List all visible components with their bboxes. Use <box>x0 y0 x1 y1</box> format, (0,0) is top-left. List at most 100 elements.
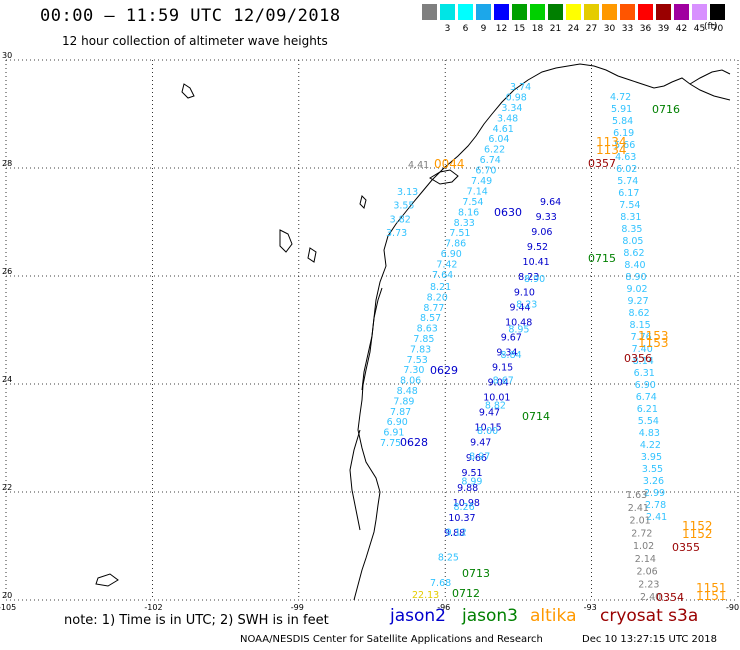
wave-height-label: 8.77 <box>423 303 444 314</box>
wave-height-label: 8.33 <box>454 218 475 229</box>
wave-height-label: 4.22 <box>640 440 661 451</box>
wave-height-label: 9.34 <box>496 347 517 358</box>
wave-height-label: 8.63 <box>417 324 438 335</box>
colorbar-swatch <box>422 4 437 20</box>
generation-timestamp: Dec 10 13:27:15 UTC 2018 <box>582 634 717 645</box>
wave-height-label: 7.68 <box>430 578 451 589</box>
wave-height-label: 3.34 <box>501 103 522 114</box>
colorbar-swatch <box>512 4 527 20</box>
colorbar-swatch <box>584 4 599 20</box>
wave-height-label: 1.63 <box>626 490 647 501</box>
wave-height-label: 7.53 <box>407 355 428 366</box>
pass-time-label: 0716 <box>652 103 680 116</box>
wave-height-label: 8.14 <box>633 356 654 367</box>
wave-height-label: 9.02 <box>626 284 647 295</box>
pass-time-label: 1134 <box>596 143 627 157</box>
wave-height-label: 9.27 <box>627 296 648 307</box>
wave-height-label: 3.55 <box>393 201 414 212</box>
colorbar-unit: (ft) <box>704 22 718 32</box>
wave-height-label: 9.47 <box>479 408 500 419</box>
wave-height-label: 5.54 <box>638 416 659 427</box>
wave-height-label: 7.89 <box>393 396 414 407</box>
wave-height-label: 10.98 <box>453 498 480 509</box>
legend-jason3: jason3 <box>462 606 518 626</box>
inland-lake-2 <box>181 83 195 99</box>
colorbar-tick-label: 6 <box>462 24 469 34</box>
wave-height-label: 9.66 <box>466 453 487 464</box>
wave-height-label: 6.02 <box>616 164 637 175</box>
wave-height-label: 2.41 <box>646 512 667 523</box>
colorbar-tick-label: 12 <box>495 24 508 34</box>
pass-time-label: 0354 <box>656 591 684 604</box>
longitude-label: -96 <box>437 603 450 612</box>
island-shape <box>95 573 119 587</box>
wave-height-label: 2.06 <box>637 567 658 578</box>
wave-height-label: 7.86 <box>445 239 466 250</box>
wave-height-label: 0.98 <box>506 92 527 103</box>
wave-height-label: 5.84 <box>612 116 633 127</box>
wave-height-label: 8.25 <box>438 553 459 564</box>
colorbar-tick-label: 70 <box>711 24 724 34</box>
wave-height-label: 2.23 <box>638 579 659 590</box>
wave-height-label: 7.14 <box>467 186 488 197</box>
map-subtitle: 12 hour collection of altimeter wave hei… <box>62 34 328 48</box>
wave-height-label: 8.40 <box>624 260 645 271</box>
wave-height-label: 1.02 <box>633 541 654 552</box>
latitude-label: 24 <box>2 375 12 384</box>
wave-height-label: 9.47 <box>470 438 491 449</box>
wave-height-label: 6.19 <box>613 128 634 139</box>
wave-height-label: 5.74 <box>617 176 638 187</box>
wave-height-label: 10.37 <box>448 513 475 524</box>
wave-height-label: 22.13 <box>412 590 439 601</box>
satellite-tracks: 4.41 3.13 3.55 3.82 3.73 8.218.208.778.578.63… <box>380 82 667 603</box>
wave-height-label: 8.00 <box>477 426 498 437</box>
wave-height-label: 3.55 <box>642 464 663 475</box>
pass-time-label: 1153 <box>638 336 669 350</box>
wave-height-label: 9.10 <box>514 287 535 298</box>
wave-height-label: 5.91 <box>611 104 632 115</box>
colorbar-swatch <box>530 4 545 20</box>
wave-height-label: 9.06 <box>531 227 552 238</box>
latitude-label: 26 <box>2 267 12 276</box>
wave-height-label: 7.40 <box>632 344 653 355</box>
pass-time-label: 0355 <box>672 541 700 554</box>
legend-altika: altika <box>530 606 577 626</box>
latitude-label: 22 <box>2 483 12 492</box>
wave-height-label: 8.16 <box>458 207 479 218</box>
pass-time-label: 0712 <box>452 587 480 600</box>
colorbar-tick-label: 45 <box>693 24 706 34</box>
longitude-label: -93 <box>584 603 597 612</box>
latitude-label: 30 <box>2 51 12 60</box>
colorbar-swatch <box>674 4 689 20</box>
wave-height-label: 8.90 <box>625 272 646 283</box>
wave-height-label: 3.95 <box>641 452 662 463</box>
colorbar-swatch <box>458 4 473 20</box>
longitude-label: -102 <box>144 603 162 612</box>
colorbar-swatch <box>638 4 653 20</box>
wave-height-label: 8.31 <box>620 212 641 223</box>
coast-south <box>349 429 361 531</box>
wave-height-label: 7.42 <box>436 260 457 271</box>
wave-height-label: 8.99 <box>461 477 482 488</box>
wave-height-label: 8.84 <box>501 350 522 361</box>
pass-time-label: 0715 <box>588 252 616 265</box>
wave-height-label: 4.72 <box>610 92 631 103</box>
wave-height-label: 10.15 <box>475 423 502 434</box>
pass-time-label: 1152 <box>682 527 713 541</box>
colorbar-swatch <box>440 4 455 20</box>
wave-height-label: 8.62 <box>629 308 650 319</box>
inland-lake-3 <box>359 195 367 209</box>
colorbar-tick-label: 36 <box>639 24 652 34</box>
colorbar-swatch <box>692 4 707 20</box>
colorbar-swatch <box>656 4 671 20</box>
wave-height-label: 9.44 <box>509 302 530 313</box>
pass-time-label: 0357 <box>588 157 616 170</box>
wave-height-label: 7.54 <box>619 200 640 211</box>
wave-height-label: 6.17 <box>618 188 639 199</box>
wave-height-label: 2.78 <box>645 500 666 511</box>
wave-height-label: 8.57 <box>420 313 441 324</box>
wave-height-label: 8.20 <box>427 292 448 303</box>
wave-height-label: 8.48 <box>397 386 418 397</box>
colorbar-swatch <box>710 4 725 20</box>
